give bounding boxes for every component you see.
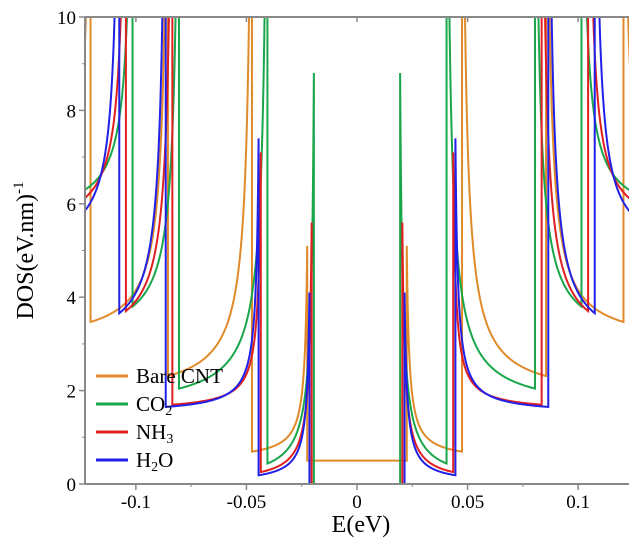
- x-tick-label: 0: [352, 492, 362, 513]
- y-tick-label: 0: [67, 475, 77, 496]
- plot-area: [85, 17, 629, 484]
- legend-label-nh3: NH3: [136, 420, 173, 447]
- x-axis-title: E(eV): [332, 512, 391, 538]
- x-tick-label: 0.05: [451, 492, 484, 513]
- y-axis-title-superscript: -1: [11, 181, 27, 194]
- x-tick-label: -0.05: [227, 492, 267, 513]
- y-tick-label: 10: [57, 8, 76, 29]
- x-tick-label: 0.1: [566, 492, 590, 513]
- legend-label-co2: CO2: [136, 392, 172, 419]
- series-line-h2o: [85, 17, 629, 484]
- y-tick-label: 8: [67, 101, 77, 122]
- y-axis-title: DOS(eV.nm)-1: [11, 181, 39, 319]
- x-tick-label: -0.1: [121, 492, 151, 513]
- axes: [79, 16, 629, 490]
- y-tick-label: 4: [67, 288, 77, 309]
- y-tick-label: 2: [67, 382, 77, 403]
- y-tick-label: 6: [67, 195, 77, 216]
- legend-label-bare-cnt: Bare CNT: [136, 364, 223, 388]
- series-line-nh3: [85, 17, 629, 484]
- legend-label-h2o: H2O: [136, 448, 173, 475]
- tick-labels: -0.1 -0.05 0 0.05 0.1 0 2 4 6 8 10: [57, 8, 590, 513]
- y-axis-title-main: DOS(eV.nm): [13, 194, 39, 320]
- series-line-bare-cnt: [85, 17, 629, 462]
- series-line-co2: [85, 17, 629, 484]
